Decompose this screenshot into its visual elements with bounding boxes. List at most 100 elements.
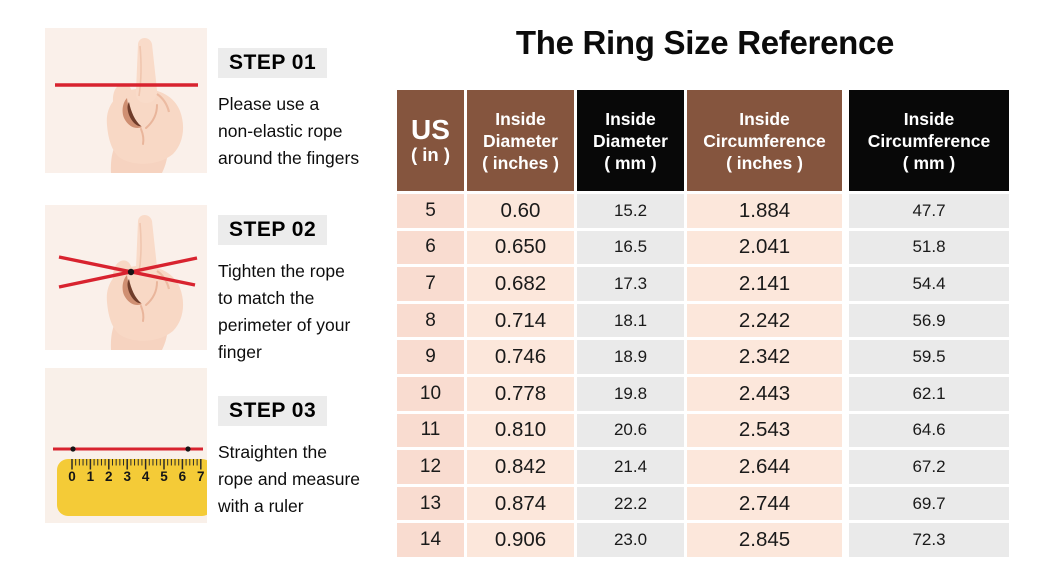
step2-hand-illustration bbox=[45, 205, 207, 350]
ruler-number: 5 bbox=[160, 469, 168, 484]
rope-start-dot bbox=[70, 446, 76, 452]
table-cell: 0.60 bbox=[467, 194, 574, 228]
table-cell: 2.543 bbox=[687, 413, 842, 448]
table-cell: 23.0 bbox=[577, 523, 684, 557]
table-cell: 0.778 bbox=[467, 376, 574, 411]
table-header-line: ( inches ) bbox=[726, 152, 803, 173]
table-cell: 12 bbox=[397, 450, 464, 484]
rope-end-dot bbox=[185, 446, 191, 452]
table-cell: 69.7 bbox=[849, 486, 1009, 521]
table-cell: 2.342 bbox=[687, 340, 842, 374]
ruler-body bbox=[57, 459, 207, 516]
table-cell: 56.9 bbox=[849, 303, 1009, 338]
table-cell: 0.810 bbox=[467, 413, 574, 448]
table-cell: 10 bbox=[397, 376, 464, 411]
table-cell: 9 bbox=[397, 340, 464, 374]
table-cell: 64.6 bbox=[849, 413, 1009, 448]
table-cell: 2.845 bbox=[687, 523, 842, 557]
table-header-line: Inside bbox=[495, 108, 546, 129]
table-header-cell: Inside Diameter( mm ) bbox=[577, 90, 684, 191]
table-cell: 0.682 bbox=[467, 267, 574, 301]
step2-badge: STEP 02 bbox=[218, 215, 328, 245]
table-header-line: US bbox=[411, 114, 450, 145]
table-header-line: ( in ) bbox=[410, 144, 451, 165]
table-cell: 20.6 bbox=[577, 413, 684, 448]
step3-badge: STEP 03 bbox=[218, 396, 328, 426]
ruler-number: 3 bbox=[123, 469, 131, 484]
ruler-number: 4 bbox=[142, 469, 150, 484]
table-cell: 18.9 bbox=[577, 340, 684, 374]
table-header-line: Inside bbox=[739, 108, 790, 129]
table-header-line: Circumference bbox=[867, 130, 991, 151]
step3-group: STEP 03 Straighten the rope and measure … bbox=[218, 396, 396, 520]
table-cell: 0.714 bbox=[467, 303, 574, 338]
step1-group: STEP 01 Please use a non-elastic rope ar… bbox=[218, 48, 396, 172]
step2-description: Tighten the rope to match the perimeter … bbox=[218, 261, 351, 362]
table-cell: 8 bbox=[397, 303, 464, 338]
table-cell: 19.8 bbox=[577, 376, 684, 411]
size-table: US( in ) Inside Diameter( inches ) Inside Di… bbox=[397, 90, 1009, 557]
hand-rope-straight-svg bbox=[45, 28, 207, 173]
table-cell: 0.906 bbox=[467, 523, 574, 557]
table-cell: 67.2 bbox=[849, 450, 1009, 484]
table-cell: 72.3 bbox=[849, 523, 1009, 557]
table-cell: 0.874 bbox=[467, 486, 574, 521]
table-cell: 16.5 bbox=[577, 230, 684, 265]
table-cell: 14 bbox=[397, 523, 464, 557]
table-header-line: ( inches ) bbox=[482, 152, 559, 173]
table-cell: 17.3 bbox=[577, 267, 684, 301]
table-cell: 1.884 bbox=[687, 194, 842, 228]
table-cell: 2.242 bbox=[687, 303, 842, 338]
hand-art bbox=[106, 38, 184, 173]
table-cell: 2.744 bbox=[687, 486, 842, 521]
table-cell: 21.4 bbox=[577, 450, 684, 484]
table-cell: 54.4 bbox=[849, 267, 1009, 301]
table-cell: 18.1 bbox=[577, 303, 684, 338]
table-header-cell: Inside Circumference( inches ) bbox=[687, 90, 842, 191]
table-cell: 6 bbox=[397, 230, 464, 265]
table-header-cell: Inside Circumference( mm ) bbox=[849, 90, 1009, 191]
table-cell: 62.1 bbox=[849, 376, 1009, 411]
table-cell: 51.8 bbox=[849, 230, 1009, 265]
ruler-number: 2 bbox=[105, 469, 113, 484]
table-cell: 47.7 bbox=[849, 194, 1009, 228]
table-cell: 2.141 bbox=[687, 267, 842, 301]
ruler-number: 6 bbox=[179, 469, 187, 484]
step1-badge: STEP 01 bbox=[218, 48, 328, 78]
table-cell: 0.842 bbox=[467, 450, 574, 484]
table-cell: 2.644 bbox=[687, 450, 842, 484]
ruler-number: 7 bbox=[197, 469, 205, 484]
table-cell: 7 bbox=[397, 267, 464, 301]
rope-knot-dot bbox=[127, 268, 135, 276]
hand-rope-cross-svg bbox=[45, 205, 207, 350]
table-cell: 15.2 bbox=[577, 194, 684, 228]
table-cell: 13 bbox=[397, 486, 464, 521]
table-header-line: Circumference bbox=[703, 130, 826, 151]
table-header-cell: US( in ) bbox=[397, 90, 464, 191]
table-cell: 2.041 bbox=[687, 230, 842, 265]
table-header-line: Diameter bbox=[483, 130, 558, 151]
table-cell: 2.443 bbox=[687, 376, 842, 411]
table-cell: 0.650 bbox=[467, 230, 574, 265]
table-cell: 0.746 bbox=[467, 340, 574, 374]
page-title: The Ring Size Reference bbox=[515, 24, 895, 61]
ruler-number: 0 bbox=[68, 469, 76, 484]
ruler-ticks bbox=[71, 459, 202, 470]
table-cell: 59.5 bbox=[849, 340, 1009, 374]
table-header-line: Inside bbox=[605, 108, 656, 129]
step1-hand-illustration bbox=[45, 28, 207, 173]
table-header-cell: Inside Diameter( inches ) bbox=[467, 90, 574, 191]
ruler-number: 1 bbox=[87, 469, 95, 484]
table-cell: 5 bbox=[397, 194, 464, 228]
step1-description: Please use a non-elastic rope around the… bbox=[218, 94, 360, 168]
table-header-line: Diameter bbox=[593, 130, 668, 151]
table-header-line: Inside bbox=[903, 108, 955, 129]
table-header-line: ( mm ) bbox=[902, 152, 956, 173]
step3-description: Straighten the rope and measure with a r… bbox=[218, 442, 361, 516]
table-header-line: ( mm ) bbox=[604, 152, 657, 173]
step2-group: STEP 02 Tighten the rope to match the pe… bbox=[218, 215, 396, 366]
